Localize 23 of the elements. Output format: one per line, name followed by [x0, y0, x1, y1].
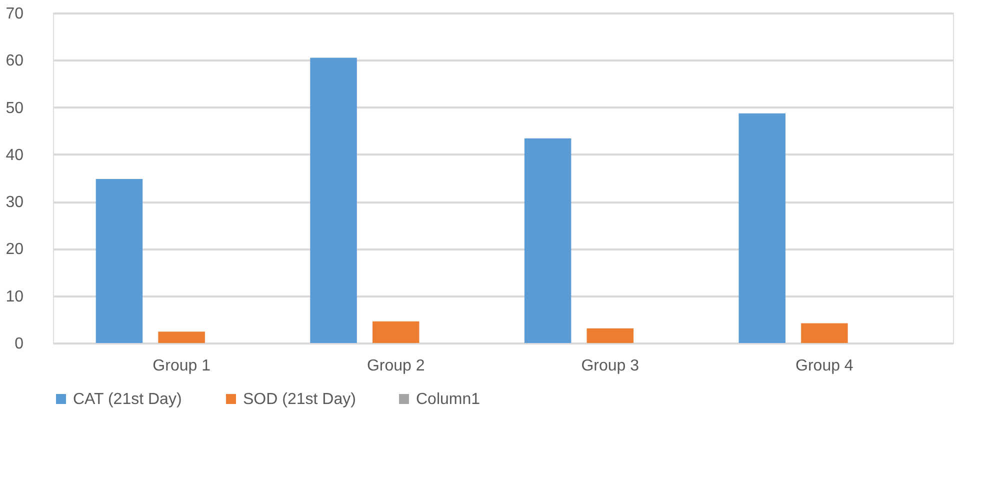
x-tick-label: Group 2 [366, 358, 425, 374]
x-tick-label: Group 3 [581, 358, 640, 374]
legend-label: Column1 [416, 391, 480, 408]
bar [738, 113, 786, 343]
y-tick-label: 40 [6, 146, 24, 164]
legend-label: CAT (21st Day) [73, 391, 182, 408]
y-tick-label: 20 [6, 241, 24, 258]
bar [524, 138, 572, 343]
bar [310, 58, 357, 343]
bar [586, 328, 634, 343]
y-tick-label: 60 [6, 52, 24, 70]
y-tick-label: 30 [6, 194, 24, 212]
y-tick-label: 10 [6, 288, 24, 306]
x-tick-label: Group 4 [796, 358, 854, 374]
y-tick-label: 70 [6, 6, 24, 22]
bar [158, 332, 205, 343]
x-tick-label: Group 1 [152, 358, 211, 374]
y-tick-label: 0 [14, 336, 24, 352]
bar [96, 178, 143, 343]
bar [801, 323, 848, 343]
legend-label: SOD (21st Day) [243, 391, 356, 408]
bar [372, 321, 420, 343]
y-tick-label: 50 [6, 100, 24, 117]
